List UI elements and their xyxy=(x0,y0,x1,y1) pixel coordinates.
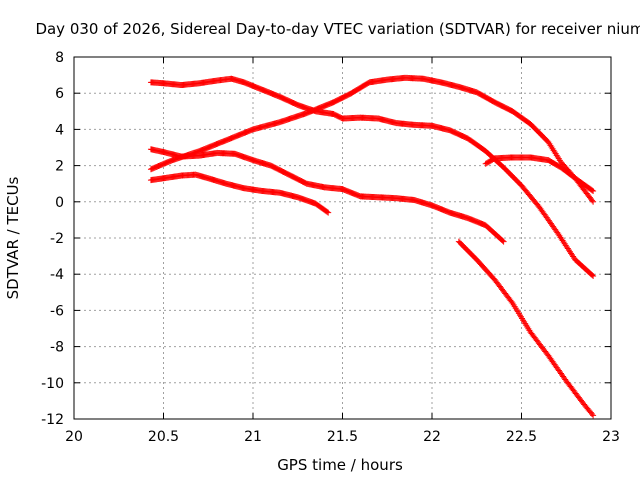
data-point xyxy=(590,273,597,280)
series-track-3 xyxy=(147,146,507,245)
x-tick-label: 20 xyxy=(65,429,83,445)
y-tick-label: 6 xyxy=(55,86,64,102)
y-tick-label: 8 xyxy=(55,50,64,66)
data-point xyxy=(499,237,506,244)
x-tick-label: 20.5 xyxy=(148,429,179,445)
x-tick-label: 22.5 xyxy=(506,429,537,445)
grid-lines xyxy=(74,57,611,419)
series-track-5 xyxy=(482,154,597,194)
data-point xyxy=(500,238,507,245)
x-tick-label: 21 xyxy=(244,429,262,445)
data-point xyxy=(553,228,560,235)
y-axis-label: SDTVAR / TECUs xyxy=(4,176,22,299)
chart-title: Day 030 of 2026, Sidereal Day-to-day VTE… xyxy=(35,20,640,38)
x-tick-label: 22 xyxy=(423,429,441,445)
x-axis-label: GPS time / hours xyxy=(277,456,403,474)
y-tick-label: 4 xyxy=(55,122,64,138)
data-point xyxy=(589,187,596,194)
series-track-2 xyxy=(147,74,597,205)
x-tick-label: 21.5 xyxy=(327,429,358,445)
data-point xyxy=(325,209,332,216)
y-tick-label: -6 xyxy=(50,303,64,319)
series-track-1 xyxy=(147,75,597,280)
data-point xyxy=(590,198,597,205)
series-track-4 xyxy=(147,171,332,216)
data-point xyxy=(589,272,596,279)
x-tick-label: 23 xyxy=(602,429,620,445)
y-tick-label: -4 xyxy=(50,267,64,283)
data-point xyxy=(588,411,595,418)
axis-ticks: 20 20.5 21 21.5 22 22.5 23 -12 -10 -8 -6 -4 -2 0 2 4 6 8 xyxy=(41,50,620,445)
data-point xyxy=(590,187,597,194)
data-point xyxy=(324,208,331,215)
data-points xyxy=(147,74,597,419)
y-tick-label: -12 xyxy=(41,412,64,428)
y-tick-label: 2 xyxy=(55,159,64,175)
data-point xyxy=(508,298,515,305)
series-track-6 xyxy=(455,238,597,419)
y-tick-label: -8 xyxy=(50,340,64,356)
y-tick-label: -2 xyxy=(50,231,64,247)
y-tick-label: -10 xyxy=(41,376,64,392)
data-point xyxy=(589,197,596,204)
y-tick-label: 0 xyxy=(55,195,64,211)
data-point xyxy=(590,412,597,419)
